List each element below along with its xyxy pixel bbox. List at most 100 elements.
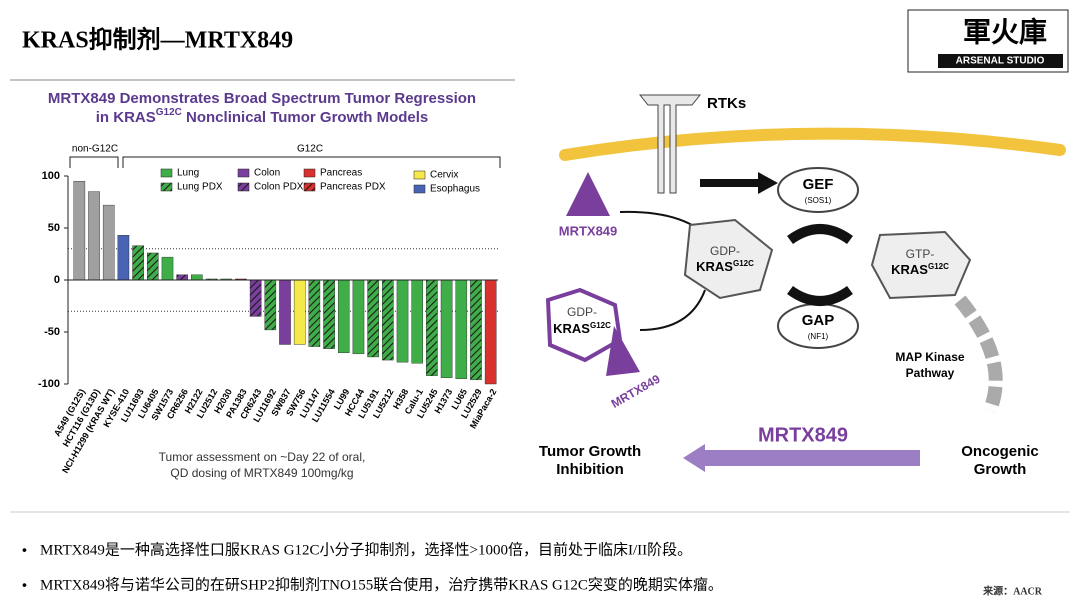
bar	[102, 204, 115, 281]
sos1: (SOS1)	[805, 196, 832, 205]
kras: KRASG12C	[891, 262, 949, 277]
chart-title-part: Nonclinical Tumor Growth Models	[182, 109, 428, 126]
group-label: non-G12C	[72, 144, 118, 155]
bar	[191, 274, 203, 281]
bar	[426, 279, 438, 376]
bar	[176, 274, 188, 281]
bar	[382, 279, 394, 361]
slide-title: KRAS抑制剂—MRTX849	[22, 26, 293, 54]
logo-sub: ARSENAL STUDIO	[956, 56, 1045, 67]
arrow	[639, 289, 706, 331]
outcome: Tumor Growth	[539, 443, 641, 460]
legend-label: Esophagus	[430, 184, 480, 195]
drug-icon	[606, 326, 640, 376]
footnote: QD dosing of MRTX849 100mg/kg	[170, 466, 353, 480]
drug-label: MRTX849	[559, 223, 618, 238]
kras-text: KRAS	[891, 262, 928, 277]
legend-label: Lung	[177, 168, 199, 179]
gdp: GDP-	[567, 305, 597, 319]
gef-node	[777, 167, 859, 213]
map-label: Pathway	[906, 366, 955, 380]
arrowhead	[758, 172, 778, 194]
y-tick-label: 50	[48, 222, 60, 234]
legend-swatch	[413, 184, 426, 194]
gdp: GDP-	[710, 244, 740, 258]
logo-band	[938, 54, 1063, 68]
chart-title-part: in KRAS	[96, 109, 156, 126]
drug-label: MRTX849	[758, 424, 848, 446]
legend-label: Cervix	[430, 170, 458, 181]
bullet: MRTX849是一种高选择性口服KRAS G12C小分子抑制剂，选择性>1000…	[40, 541, 692, 558]
footnote: Tumor assessment on ~Day 22 of oral,	[159, 450, 366, 464]
cycle-arrow	[787, 224, 853, 245]
legend-swatch	[303, 182, 316, 192]
bar	[293, 279, 306, 345]
legend-swatch	[413, 170, 426, 180]
kras: KRASG12C	[696, 259, 754, 274]
chart-title-sup: G12C	[156, 107, 182, 118]
bar	[352, 279, 365, 355]
bar	[470, 279, 482, 381]
kras-gdp	[683, 218, 774, 300]
bullet: MRTX849将与诺华公司的在研SHP2抑制剂TNO155联合使用，治疗携带KR…	[40, 576, 723, 593]
bar	[73, 180, 86, 281]
rtks-label: RTKs	[707, 95, 746, 112]
source: 来源：AACR	[982, 584, 1043, 597]
gap: GAP	[802, 312, 835, 329]
bar	[147, 252, 159, 281]
legend-label: Lung PDX	[177, 182, 223, 193]
map-label: MAP Kinase	[895, 350, 964, 364]
chart-title: MRTX849 Demonstrates Broad Spectrum Tumo…	[48, 90, 476, 107]
kras-text: KRAS	[696, 259, 733, 274]
kras-sup: G12C	[928, 262, 949, 271]
legend-label: Pancreas PDX	[320, 182, 386, 193]
bar	[117, 235, 130, 281]
legend-swatch	[237, 182, 250, 192]
bracket	[69, 156, 501, 168]
bullet-dot: •	[22, 542, 27, 558]
kras: KRASG12C	[553, 321, 611, 336]
bar	[367, 279, 379, 358]
pathway-arrow	[954, 295, 1003, 413]
y-tick-label: -50	[44, 326, 60, 338]
kras-sup: G12C	[590, 321, 611, 330]
bar	[455, 279, 468, 380]
outcome: Growth	[974, 461, 1027, 478]
legend-swatch	[237, 168, 250, 178]
outcome: Oncogenic	[961, 443, 1039, 460]
logo: 軍火庫	[963, 16, 1047, 49]
y-tick-label: 0	[54, 274, 60, 286]
rtk-icon	[638, 94, 702, 194]
chart-title: in KRASG12C Nonclinical Tumor Growth Mod…	[96, 107, 429, 126]
drug-icon	[566, 172, 610, 216]
bar	[323, 279, 335, 349]
drug-label: MRTX849	[609, 372, 663, 411]
bar	[411, 279, 423, 364]
bar	[161, 256, 174, 281]
bar	[484, 279, 497, 385]
legend-swatch	[160, 168, 173, 178]
bar	[264, 279, 277, 331]
legend-label: Pancreas	[320, 168, 362, 179]
nf1: (NF1)	[808, 332, 829, 341]
y-tick-label: 100	[42, 170, 60, 182]
y-tick-label: -100	[38, 378, 60, 390]
bar	[279, 279, 291, 345]
outcome: Inhibition	[556, 461, 623, 478]
bar	[440, 279, 453, 378]
bar	[132, 245, 144, 281]
bar	[337, 279, 350, 354]
kras-gtp	[870, 230, 972, 300]
kras-sup: G12C	[733, 259, 754, 268]
legend-swatch	[160, 182, 173, 192]
arrowhead	[683, 444, 705, 472]
bullet-dot: •	[22, 577, 27, 593]
cycle-arrow	[787, 285, 853, 306]
legend-label: Colon	[254, 168, 280, 179]
bar	[88, 191, 100, 281]
gtp: GTP-	[906, 247, 935, 261]
gef: GEF	[803, 176, 834, 193]
